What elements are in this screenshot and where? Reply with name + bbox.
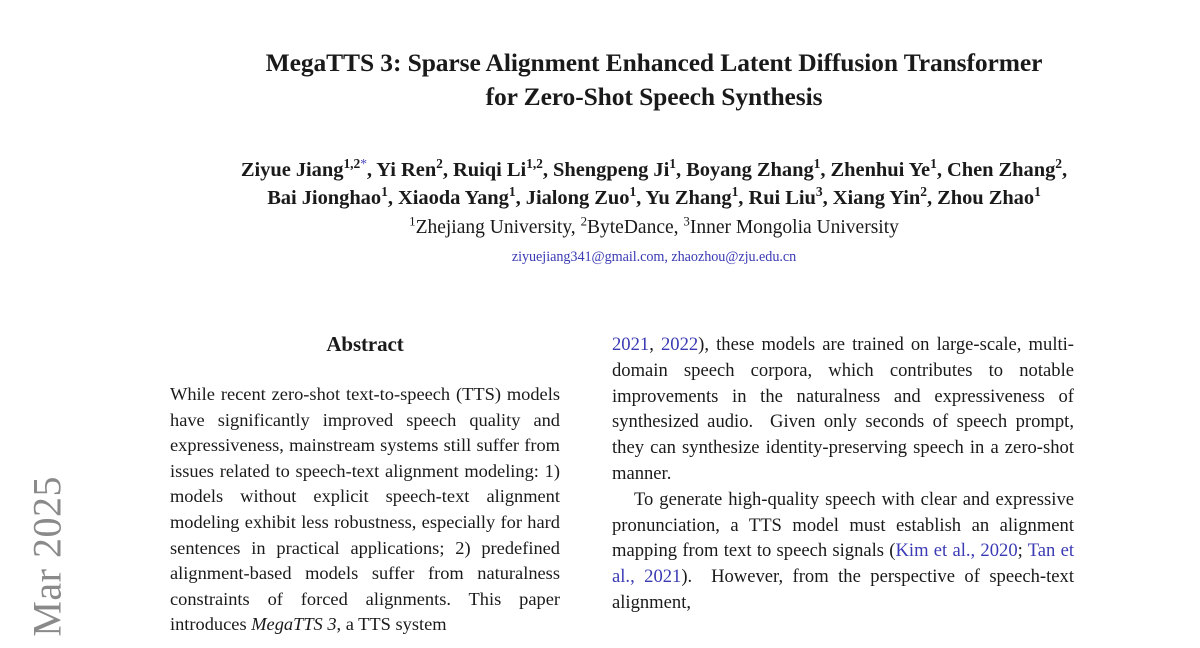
affiliation-line: 1Zhejiang University, 2ByteDance, 3Inner… [409,214,899,238]
column-left: Abstract While recent zero-shot text-to-… [170,332,560,638]
body-columns: Abstract While recent zero-shot text-to-… [108,332,1200,638]
arxiv-submission-stamp: ] 28 Mar 2025 [0,0,108,648]
title-block: MegaTTS 3: Sparse Alignment Enhanced Lat… [108,0,1200,114]
paper-page: MegaTTS 3: Sparse Alignment Enhanced Lat… [108,0,1200,648]
column-right: 2021, 2022), these models are trained on… [612,332,1074,638]
author-block: Ziyue Jiang1,2*, Yi Ren2, Ruiqi Li1,2, S… [108,156,1200,266]
arxiv-stamp-text: ] 28 Mar 2025 [24,476,70,648]
author-line-2: Bai Jionghao1, Xiaoda Yang1, Jialong Zuo… [267,184,1041,209]
page-title: MegaTTS 3: Sparse Alignment Enhanced Lat… [174,46,1134,114]
author-line-1: Ziyue Jiang1,2*, Yi Ren2, Ruiqi Li1,2, S… [240,156,1068,181]
intro-paragraph-2: To generate high-quality speech with cle… [612,488,1074,613]
abstract-paragraph: While recent zero-shot text-to-speech (T… [170,384,560,635]
intro-paragraph-1: 2021, 2022), these models are trained on… [612,334,1075,484]
paper-title-line-2: for Zero-Shot Speech Synthesis [485,82,823,111]
contact-emails[interactable]: ziyuejiang341@gmail.com, zhaozhou@zju.ed… [511,249,797,265]
abstract-heading: Abstract [326,332,404,356]
paper-title-line-1: MegaTTS 3: Sparse Alignment Enhanced Lat… [265,48,1043,77]
